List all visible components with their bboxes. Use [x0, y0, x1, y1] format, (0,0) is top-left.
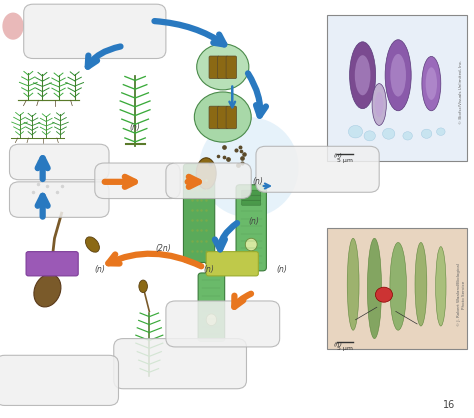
FancyBboxPatch shape	[327, 228, 467, 349]
Ellipse shape	[372, 84, 386, 125]
FancyBboxPatch shape	[95, 163, 180, 199]
Ellipse shape	[34, 274, 61, 307]
Circle shape	[364, 131, 375, 141]
FancyBboxPatch shape	[226, 106, 237, 129]
Text: (n): (n)	[94, 265, 105, 274]
FancyBboxPatch shape	[218, 56, 228, 79]
Circle shape	[421, 129, 432, 138]
Text: (n): (n)	[334, 153, 343, 158]
Ellipse shape	[390, 242, 406, 330]
Ellipse shape	[436, 247, 446, 326]
Ellipse shape	[422, 56, 441, 111]
Text: (n): (n)	[277, 265, 287, 274]
Circle shape	[403, 132, 412, 140]
Ellipse shape	[426, 67, 437, 100]
Ellipse shape	[375, 92, 383, 117]
Circle shape	[348, 125, 363, 138]
Ellipse shape	[139, 280, 147, 293]
Ellipse shape	[199, 117, 299, 217]
Ellipse shape	[367, 238, 382, 339]
FancyBboxPatch shape	[327, 15, 467, 161]
Text: © J. Robert Waaland/Biological
Photo Service: © J. Robert Waaland/Biological Photo Ser…	[457, 263, 465, 326]
FancyBboxPatch shape	[242, 200, 261, 205]
Text: (n): (n)	[203, 265, 214, 274]
Ellipse shape	[196, 158, 216, 189]
Ellipse shape	[206, 314, 217, 326]
FancyBboxPatch shape	[9, 144, 109, 180]
FancyBboxPatch shape	[26, 252, 78, 276]
FancyBboxPatch shape	[242, 190, 261, 195]
Circle shape	[197, 44, 249, 90]
Circle shape	[437, 128, 445, 135]
Ellipse shape	[2, 13, 24, 40]
Text: 5 μm: 5 μm	[337, 158, 353, 163]
Circle shape	[383, 128, 395, 139]
FancyBboxPatch shape	[226, 56, 237, 79]
Ellipse shape	[347, 238, 359, 330]
FancyBboxPatch shape	[209, 106, 219, 129]
FancyBboxPatch shape	[242, 195, 261, 200]
Ellipse shape	[390, 54, 406, 97]
Ellipse shape	[415, 242, 427, 326]
Circle shape	[194, 92, 251, 142]
Ellipse shape	[385, 40, 411, 111]
FancyBboxPatch shape	[166, 301, 280, 347]
FancyBboxPatch shape	[236, 185, 266, 271]
Text: (2n): (2n)	[155, 244, 172, 253]
FancyBboxPatch shape	[24, 4, 166, 59]
FancyBboxPatch shape	[114, 339, 246, 389]
FancyBboxPatch shape	[209, 56, 219, 79]
Ellipse shape	[355, 55, 371, 95]
Ellipse shape	[349, 42, 375, 109]
FancyBboxPatch shape	[0, 355, 118, 405]
FancyBboxPatch shape	[198, 273, 225, 342]
FancyBboxPatch shape	[256, 146, 379, 192]
FancyBboxPatch shape	[9, 182, 109, 217]
Ellipse shape	[246, 238, 257, 251]
FancyBboxPatch shape	[166, 163, 251, 199]
FancyBboxPatch shape	[206, 252, 258, 276]
Text: © Biofsc/Visuals Unlimited, Inc.: © Biofsc/Visuals Unlimited, Inc.	[459, 60, 463, 124]
Text: (n): (n)	[248, 217, 259, 226]
Text: (n): (n)	[130, 123, 140, 132]
Text: 5 μm: 5 μm	[337, 346, 353, 351]
Circle shape	[375, 287, 392, 302]
Ellipse shape	[85, 237, 100, 252]
Text: (n): (n)	[334, 342, 343, 347]
FancyBboxPatch shape	[218, 106, 228, 129]
Text: (n): (n)	[253, 177, 264, 186]
Text: 16: 16	[443, 400, 455, 410]
FancyBboxPatch shape	[183, 164, 215, 263]
